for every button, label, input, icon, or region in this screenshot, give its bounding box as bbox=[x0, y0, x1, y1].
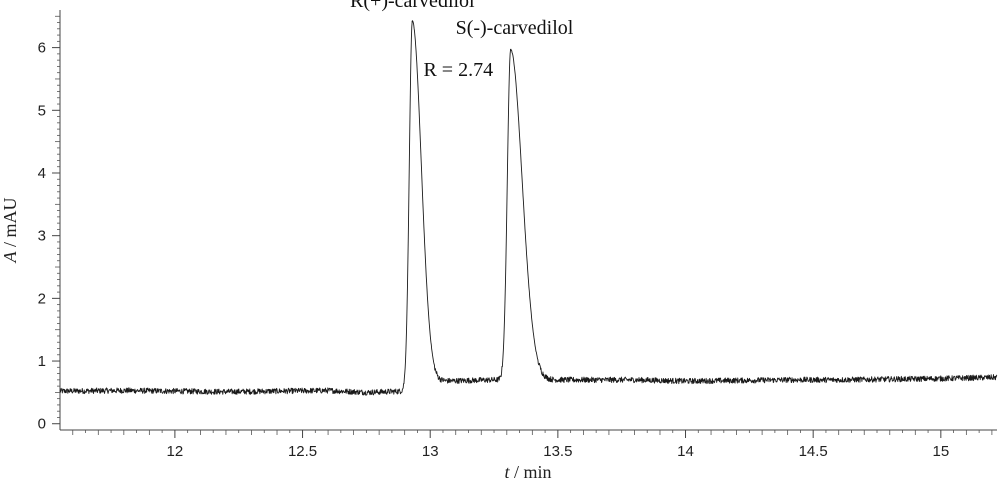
y-tick-label: 0 bbox=[38, 416, 46, 433]
y-tick-label: 2 bbox=[38, 290, 46, 307]
plot-area bbox=[59, 20, 998, 396]
x-tick-label: 15 bbox=[932, 443, 949, 460]
signal-trace bbox=[59, 20, 998, 396]
y-ticks: 0 1 2 3 4 5 6 bbox=[38, 15, 60, 433]
x-axis-label: t / min bbox=[504, 462, 551, 482]
x-tick-label: 12.5 bbox=[288, 443, 317, 460]
y-tick-label: 6 bbox=[38, 40, 46, 57]
peak-annotation: R = 2.74 bbox=[423, 59, 493, 81]
y-tick-label: 4 bbox=[38, 165, 46, 182]
y-tick-label: 5 bbox=[38, 102, 46, 119]
x-tick-label: 13 bbox=[422, 443, 439, 460]
peak-apex-marker bbox=[510, 48, 512, 51]
x-tick-label: 12 bbox=[167, 443, 184, 460]
annotations: R(+)-carvedilol S(-)-carvedilol R = 2.74 bbox=[350, 0, 574, 81]
y-axis-variable: A bbox=[0, 251, 20, 264]
peak-apex-marker bbox=[411, 20, 413, 22]
x-ticks: 12 12.5 13 13.5 14 14.5 15 bbox=[72, 430, 993, 460]
peak-annotation: S(-)-carvedilol bbox=[456, 17, 574, 39]
axes bbox=[59, 10, 997, 431]
x-tick-label: 13.5 bbox=[543, 443, 572, 460]
peak-annotation: R(+)-carvedilol bbox=[350, 0, 475, 12]
x-tick-label: 14 bbox=[677, 443, 694, 460]
x-tick-label: 14.5 bbox=[799, 443, 828, 460]
y-tick-label: 1 bbox=[38, 353, 46, 370]
y-axis-unit: / mAU bbox=[0, 197, 20, 251]
y-axis-label: A / mAU bbox=[0, 197, 20, 263]
y-tick-label: 3 bbox=[38, 228, 46, 245]
x-axis-variable: t bbox=[504, 462, 510, 482]
x-axis-unit: / min bbox=[510, 462, 552, 482]
